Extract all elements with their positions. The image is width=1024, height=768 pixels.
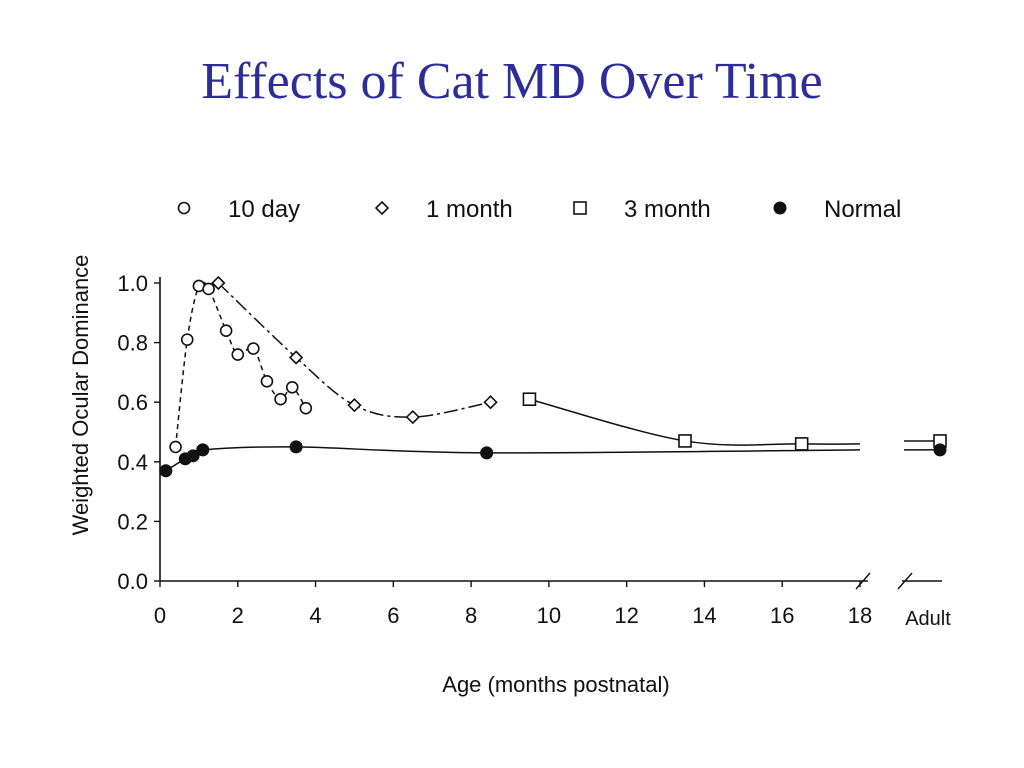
data-point-10-day <box>274 392 287 406</box>
data-point-1-month <box>405 409 420 425</box>
data-point-legend-3-month <box>573 201 587 215</box>
x-axis-label: Age (months postnatal) <box>442 672 669 697</box>
x-tick-label: 4 <box>309 603 321 628</box>
legend-label-10-day: 10 day <box>228 196 300 223</box>
x-tick-label: 12 <box>614 603 638 628</box>
y-tick-label: 0.4 <box>117 450 148 475</box>
data-point-10-day <box>219 324 233 337</box>
data-point-10-day <box>247 342 260 355</box>
data-point-10-day <box>231 348 245 361</box>
data-point-1-month <box>483 395 498 410</box>
data-point-10-day <box>299 401 313 415</box>
data-point-10-day <box>169 440 182 454</box>
x-tick-label: 10 <box>537 603 561 628</box>
y-tick-label: 0.2 <box>117 509 148 534</box>
legend-label-normal: Normal <box>824 196 901 223</box>
data-point-10-day <box>260 375 274 388</box>
data-point-legend-normal <box>773 201 787 215</box>
slide-title: Effects of Cat MD Over Time <box>201 53 823 110</box>
series-line-3-month <box>529 398 861 446</box>
axes: 0.0 0.2 0.4 0.6 0.8 1.0 0 2 4 6 8 10 12 14 16 18 Adult <box>117 271 951 630</box>
legend-label-3-month: 3 month <box>624 196 711 223</box>
x-tick-label: 16 <box>770 603 794 628</box>
series-line-10-day <box>174 280 307 447</box>
y-tick-label: 0.0 <box>117 569 148 594</box>
x-tick-label: 8 <box>465 603 477 628</box>
data-point-10-day <box>285 380 299 394</box>
axis-labels: Age (months postnatal) Weighted Ocular Do… <box>68 255 670 697</box>
data-point-normal <box>196 443 210 457</box>
x-tick-label: 2 <box>232 603 244 628</box>
data-point-3-month <box>522 392 537 407</box>
data-point-legend-10-day <box>177 201 191 215</box>
x-tick-label: 18 <box>848 603 872 628</box>
data-point-normal <box>159 464 173 478</box>
series-line-normal <box>165 446 861 472</box>
y-axis-label: Weighted Ocular Dominance <box>68 255 93 536</box>
data-point-10-day <box>202 282 215 296</box>
axis-break-mark <box>897 572 913 590</box>
data-point-normal-adult <box>933 443 947 457</box>
data-point-normal <box>480 446 494 460</box>
axis-break-mark <box>855 572 871 590</box>
data-point-1-month <box>211 275 226 291</box>
y-tick-label: 0.6 <box>117 390 148 415</box>
series-marks <box>159 275 947 478</box>
legend: 10 day 1 month 3 month Normal <box>177 196 901 223</box>
data-point-legend-1-month <box>374 200 390 216</box>
data-point-3-month <box>678 434 692 448</box>
y-tick-label: 0.8 <box>117 331 148 356</box>
data-point-normal <box>186 449 200 463</box>
x-tick-label-adult: Adult <box>905 608 951 630</box>
data-point-1-month <box>288 350 304 365</box>
y-tick-label: 1.0 <box>117 271 148 296</box>
data-point-1-month <box>347 398 362 413</box>
series-lines <box>165 280 940 472</box>
data-point-3-month <box>794 437 809 451</box>
x-tick-label: 14 <box>692 603 716 628</box>
legend-label-1-month: 1 month <box>426 196 513 223</box>
data-point-10-day <box>180 333 194 346</box>
x-tick-label: 0 <box>154 603 166 628</box>
x-tick-label: 6 <box>387 603 399 628</box>
data-point-normal <box>289 440 303 454</box>
